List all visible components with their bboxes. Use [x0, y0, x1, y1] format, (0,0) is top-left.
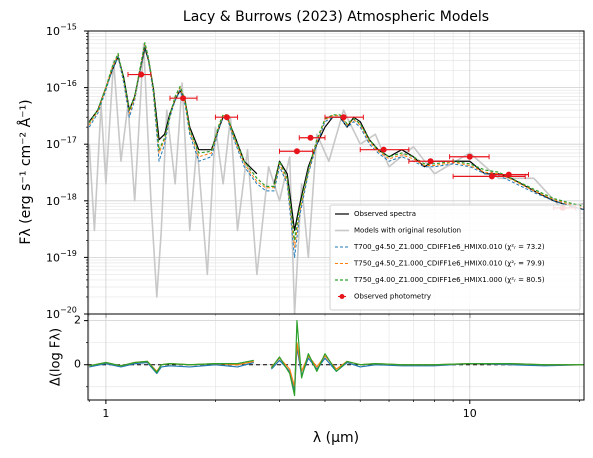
legend-label: Models with original resolution	[354, 227, 461, 235]
legend-label: Observed photometry	[354, 293, 431, 301]
y-tick-label: 10	[46, 138, 60, 151]
photometry-point	[340, 114, 347, 121]
legend-label: T750_g4.00_Z1.000_CDIFF1e6_HMIX1.000 (χ²…	[353, 276, 545, 284]
photometry-point	[307, 134, 314, 141]
series-line	[89, 320, 584, 397]
x-axis-label: λ (μm)	[313, 430, 359, 446]
photometry-point	[293, 148, 300, 155]
legend-label: Observed spectra	[354, 210, 416, 218]
photometry-point	[180, 95, 187, 102]
y-tick-label: 10	[46, 195, 60, 208]
chart-title: Lacy & Burrows (2023) Atmospheric Models	[183, 9, 489, 25]
photometry-point	[380, 146, 387, 153]
photometry-point	[138, 71, 145, 78]
y-tick-label: 10	[46, 82, 60, 95]
y-axis-label: Fλ (erg s⁻¹ cm⁻² Å⁻¹)	[17, 99, 34, 244]
y-tick-label: 10	[46, 251, 60, 264]
y-tick-label: 0	[74, 358, 81, 371]
legend-label: T750_g4.50_Z1.000_CDIFF1e6_HMIX0.010 (χ²…	[353, 260, 545, 268]
y-tick-exponent: −15	[60, 23, 77, 32]
y-tick-exponent: −19	[60, 249, 77, 258]
y-tick-label: 2	[74, 314, 81, 327]
series-line	[88, 42, 584, 241]
y-tick-label: 10	[46, 25, 60, 38]
photometry-point	[466, 153, 473, 160]
series-line	[88, 43, 584, 248]
x-tick-label: 1	[102, 407, 109, 420]
y-tick-exponent: −18	[60, 192, 77, 201]
photometry-point	[427, 158, 434, 165]
plot-area	[88, 314, 584, 400]
y-tick-exponent: −16	[60, 79, 77, 88]
legend-box	[329, 204, 581, 311]
photometry-point	[223, 114, 230, 121]
y-tick-exponent: −17	[60, 136, 77, 145]
x-tick-label: 10	[463, 407, 477, 420]
y-tick-label: 10	[46, 308, 60, 321]
legend-swatch	[339, 294, 345, 299]
y-axis-label: Δ(log Fλ)	[49, 328, 64, 386]
legend-label: T700_g4.50_Z1.000_CDIFF1e6_HMIX0.010 (χ²…	[353, 243, 545, 251]
photometry-point	[505, 171, 512, 178]
axes-frame	[87, 313, 585, 401]
series-line	[88, 42, 584, 314]
y-tick-exponent: −20	[60, 306, 77, 315]
series-line	[88, 45, 584, 258]
